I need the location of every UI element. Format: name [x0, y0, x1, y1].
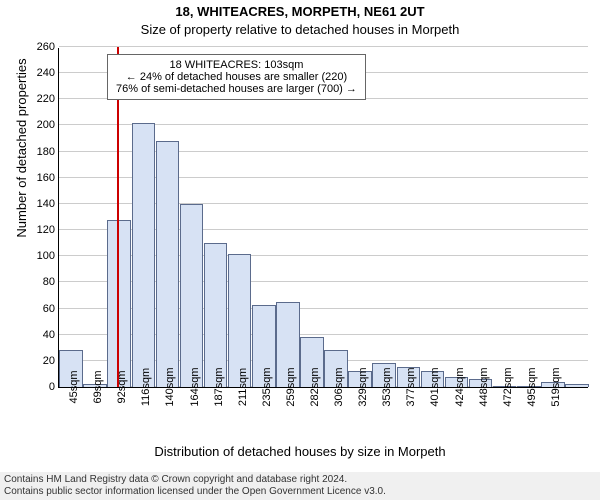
- ytick-label: 160: [37, 172, 59, 184]
- ytick-label: 140: [37, 198, 59, 210]
- xtick-label: 259sqm: [279, 367, 297, 406]
- x-axis-label: Distribution of detached houses by size …: [0, 444, 600, 459]
- caption-line1: Contains HM Land Registry data © Crown c…: [4, 474, 596, 486]
- ytick-label: 180: [37, 146, 59, 158]
- histogram-bar: [565, 384, 589, 387]
- xtick-label: 353sqm: [375, 367, 393, 406]
- xtick-label: 235sqm: [255, 367, 273, 406]
- y-axis-label: Number of detached properties: [14, 0, 29, 318]
- ytick-label: 20: [43, 355, 59, 367]
- annotation-box: 18 WHITEACRES: 103sqm← 24% of detached h…: [107, 54, 366, 100]
- ytick-label: 260: [37, 41, 59, 53]
- histogram-bar: [156, 141, 180, 387]
- ytick-label: 80: [43, 276, 59, 288]
- caption-line2: Contains public sector information licen…: [4, 486, 596, 498]
- xtick-label: 519sqm: [544, 367, 562, 406]
- xtick-label: 164sqm: [183, 367, 201, 406]
- xtick-label: 424sqm: [448, 367, 466, 406]
- histogram-bar: [132, 123, 156, 387]
- xtick-label: 495sqm: [520, 367, 538, 406]
- gridline: [59, 46, 588, 47]
- xtick-label: 377sqm: [399, 367, 417, 406]
- copyright-caption: Contains HM Land Registry data © Crown c…: [0, 472, 600, 500]
- ytick-label: 240: [37, 67, 59, 79]
- xtick-label: 211sqm: [231, 368, 249, 406]
- xtick-label: 92sqm: [110, 370, 128, 403]
- plot-area: 02040608010012014016018020022024026045sq…: [58, 48, 588, 388]
- ytick-label: 120: [37, 224, 59, 236]
- ytick-label: 200: [37, 119, 59, 131]
- histogram-bar: [107, 220, 131, 387]
- histogram-bar: [180, 204, 204, 387]
- xtick-label: 306sqm: [327, 367, 345, 406]
- xtick-label: 116sqm: [134, 368, 152, 406]
- ytick-label: 40: [43, 329, 59, 341]
- chart-subtitle: Size of property relative to detached ho…: [0, 22, 600, 37]
- ytick-label: 60: [43, 303, 59, 315]
- xtick-label: 140sqm: [158, 367, 176, 406]
- xtick-label: 401sqm: [423, 367, 441, 406]
- ytick-label: 0: [49, 381, 59, 393]
- xtick-label: 282sqm: [303, 367, 321, 406]
- histogram-bar: [204, 243, 228, 387]
- xtick-label: 448sqm: [472, 367, 490, 406]
- annotation-line: 76% of semi-detached houses are larger (…: [116, 83, 357, 95]
- xtick-label: 187sqm: [207, 367, 225, 406]
- xtick-label: 45sqm: [62, 370, 80, 403]
- xtick-label: 69sqm: [86, 370, 104, 403]
- xtick-label: 329sqm: [351, 367, 369, 406]
- annotation-line: 18 WHITEACRES: 103sqm: [116, 59, 357, 71]
- annotation-line: ← 24% of detached houses are smaller (22…: [116, 71, 357, 83]
- xtick-label: 472sqm: [496, 367, 514, 406]
- ytick-label: 100: [37, 250, 59, 262]
- chart-address-title: 18, WHITEACRES, MORPETH, NE61 2UT: [0, 4, 600, 19]
- ytick-label: 220: [37, 93, 59, 105]
